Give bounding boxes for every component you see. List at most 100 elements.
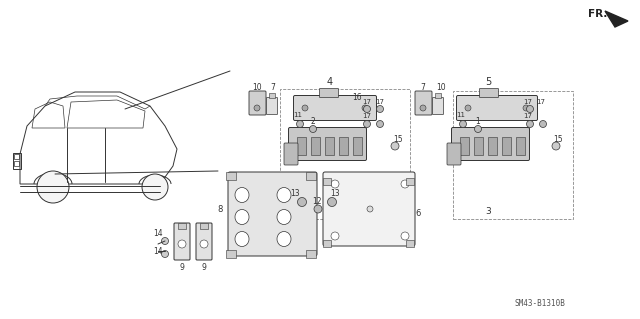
FancyBboxPatch shape (415, 91, 432, 115)
Circle shape (302, 105, 308, 111)
Text: 13: 13 (330, 189, 340, 198)
Circle shape (465, 105, 471, 111)
Text: SM43-B1310B: SM43-B1310B (515, 300, 565, 308)
Text: 7: 7 (271, 83, 275, 92)
FancyBboxPatch shape (289, 128, 367, 160)
Circle shape (314, 205, 322, 213)
Circle shape (420, 105, 426, 111)
Ellipse shape (277, 188, 291, 203)
Bar (323, 240, 331, 247)
FancyBboxPatch shape (196, 223, 212, 260)
FancyBboxPatch shape (447, 143, 461, 165)
Text: 10: 10 (252, 83, 262, 92)
Circle shape (331, 180, 339, 188)
FancyBboxPatch shape (174, 223, 190, 260)
Circle shape (376, 121, 383, 128)
FancyBboxPatch shape (451, 128, 529, 160)
Bar (406, 240, 414, 247)
Bar (226, 172, 236, 180)
Bar (323, 178, 331, 185)
Text: 9: 9 (202, 263, 207, 271)
Bar (269, 93, 275, 98)
Ellipse shape (277, 232, 291, 247)
Bar (226, 250, 236, 258)
Text: 17: 17 (362, 99, 371, 105)
Text: 7: 7 (420, 83, 426, 92)
Bar (306, 250, 316, 258)
Text: 14: 14 (153, 247, 163, 256)
Text: 15: 15 (553, 135, 563, 144)
Circle shape (552, 142, 560, 150)
Text: 5: 5 (485, 77, 491, 87)
Text: 12: 12 (312, 197, 322, 205)
Bar (502, 137, 511, 155)
Bar (311, 137, 320, 155)
Text: 6: 6 (415, 210, 420, 219)
Circle shape (298, 197, 307, 206)
Ellipse shape (277, 210, 291, 225)
Text: 9: 9 (180, 263, 184, 271)
Text: 1: 1 (476, 116, 481, 125)
Bar (406, 178, 414, 185)
Bar (297, 137, 306, 155)
Circle shape (540, 121, 547, 128)
Circle shape (161, 238, 168, 244)
Bar (474, 137, 483, 155)
Bar (339, 137, 348, 155)
Circle shape (328, 197, 337, 206)
Text: 11: 11 (456, 112, 465, 118)
Bar (14, 161, 19, 166)
Text: 10: 10 (436, 83, 446, 92)
Circle shape (310, 125, 317, 132)
Circle shape (37, 171, 69, 203)
Bar (488, 137, 497, 155)
Bar (435, 93, 441, 98)
Circle shape (401, 180, 409, 188)
Circle shape (391, 142, 399, 150)
FancyBboxPatch shape (323, 172, 415, 246)
Ellipse shape (235, 188, 249, 203)
Text: 17: 17 (524, 99, 532, 105)
Bar (453, 91, 573, 219)
Circle shape (364, 121, 371, 128)
FancyBboxPatch shape (284, 143, 298, 165)
Circle shape (527, 121, 534, 128)
Circle shape (200, 240, 208, 248)
Bar (306, 172, 316, 180)
FancyBboxPatch shape (479, 88, 499, 98)
FancyBboxPatch shape (456, 95, 538, 121)
Circle shape (401, 232, 409, 240)
FancyBboxPatch shape (294, 95, 376, 121)
Bar (178, 223, 186, 229)
Bar (280, 89, 410, 219)
Bar (516, 137, 525, 155)
Text: 14: 14 (153, 229, 163, 239)
Circle shape (142, 174, 168, 200)
Bar (460, 137, 469, 155)
Circle shape (362, 105, 368, 111)
Circle shape (364, 106, 371, 113)
Bar (200, 223, 208, 229)
Bar (14, 154, 19, 159)
Circle shape (254, 105, 260, 111)
Text: 17: 17 (376, 99, 385, 105)
Text: 13: 13 (290, 189, 300, 198)
Text: 8: 8 (218, 204, 223, 213)
Text: 17: 17 (524, 113, 532, 119)
Circle shape (376, 106, 383, 113)
Text: 16: 16 (352, 93, 362, 101)
FancyBboxPatch shape (319, 88, 339, 98)
Circle shape (523, 105, 529, 111)
Text: 4: 4 (327, 77, 333, 87)
Text: 17: 17 (362, 113, 371, 119)
Bar (13, 153, 21, 169)
Circle shape (367, 206, 373, 212)
Text: 2: 2 (310, 116, 316, 125)
Text: 11: 11 (294, 112, 303, 118)
FancyBboxPatch shape (433, 98, 444, 115)
FancyBboxPatch shape (249, 91, 266, 115)
Circle shape (474, 125, 481, 132)
Circle shape (331, 232, 339, 240)
Text: 17: 17 (536, 99, 545, 105)
FancyBboxPatch shape (228, 172, 317, 256)
